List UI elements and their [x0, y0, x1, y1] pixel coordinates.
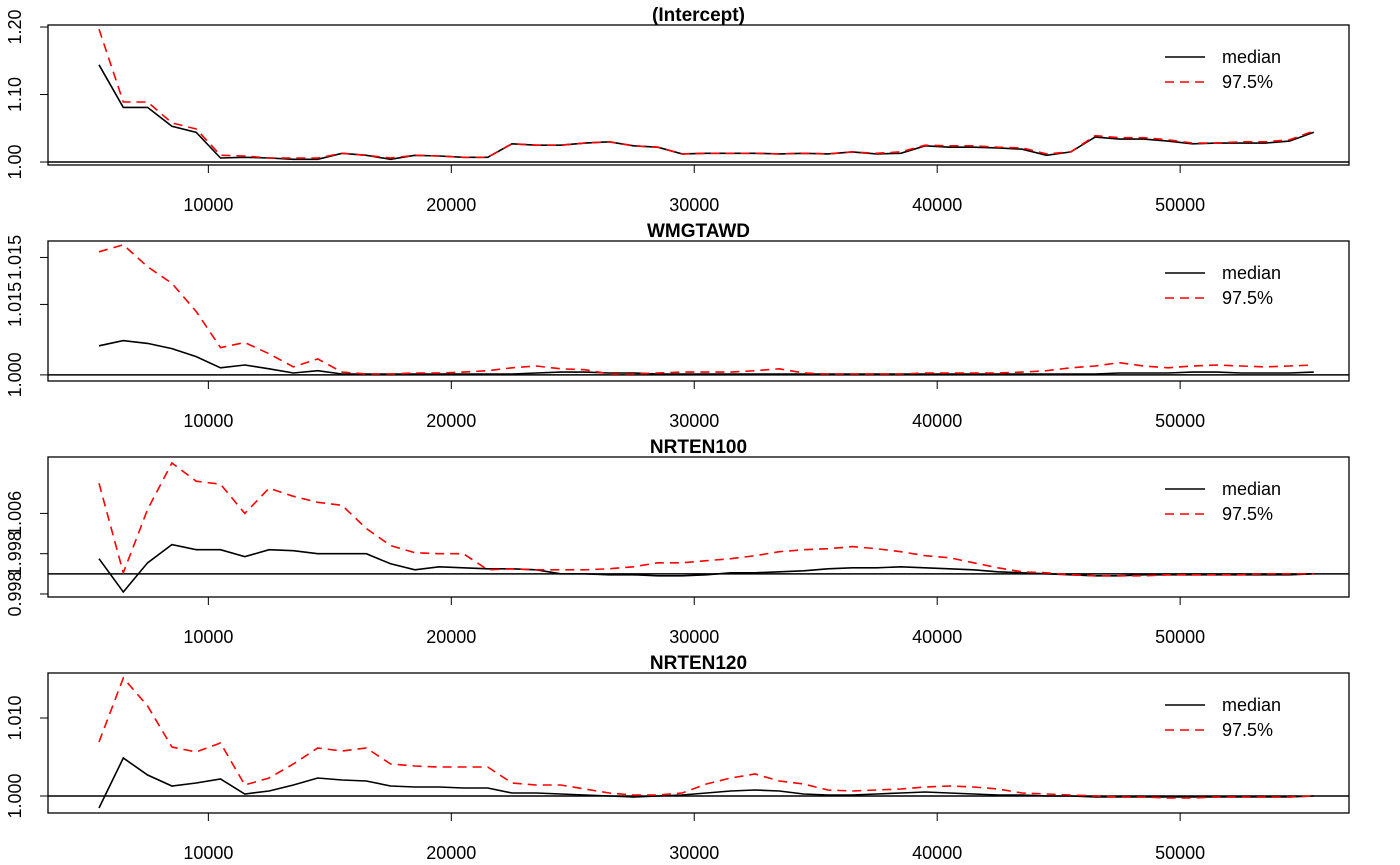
legend-label: median — [1222, 263, 1281, 283]
x-tick-label: 30000 — [669, 195, 719, 215]
legend-label: 97.5% — [1222, 720, 1273, 740]
x-tick-label: 40000 — [912, 627, 962, 647]
chart-title: NRTEN100 — [650, 437, 747, 458]
x-tick-label: 10000 — [183, 195, 233, 215]
plot-box — [47, 24, 1350, 166]
y-tick-label: 1.10 — [5, 77, 25, 112]
series-line — [98, 676, 1314, 799]
series-line — [98, 461, 1314, 577]
chart-title: WMGTAWD — [647, 221, 750, 242]
legend-label: median — [1222, 695, 1281, 715]
x-tick-label: 10000 — [183, 411, 233, 431]
x-tick-label: 20000 — [426, 411, 476, 431]
y-tick-label: 1.006 — [5, 491, 25, 536]
x-tick-label: 40000 — [912, 195, 962, 215]
y-tick-label: 1.998 — [5, 531, 25, 576]
x-tick-label: 30000 — [669, 627, 719, 647]
legend-label: 97.5% — [1222, 288, 1273, 308]
x-tick-label: 40000 — [912, 411, 962, 431]
y-tick-label: 1.010 — [5, 695, 25, 740]
x-tick-label: 40000 — [912, 843, 962, 863]
x-tick-label: 10000 — [183, 627, 233, 647]
x-tick-label: 20000 — [426, 627, 476, 647]
plot-box — [47, 456, 1350, 598]
y-tick-label: 1.015 — [5, 282, 25, 327]
legend-label: 97.5% — [1222, 504, 1273, 524]
series-line — [98, 28, 1315, 159]
series-line — [98, 339, 1314, 375]
x-tick-label: 20000 — [426, 843, 476, 863]
x-tick-label: 20000 — [426, 195, 476, 215]
plot-box — [47, 672, 1350, 814]
series-line — [98, 543, 1314, 594]
x-tick-label: 50000 — [1155, 411, 1205, 431]
legend-label: 97.5% — [1222, 72, 1273, 92]
x-tick-label: 30000 — [669, 843, 719, 863]
series-line — [98, 756, 1314, 809]
legend-label: median — [1222, 479, 1281, 499]
chart-title: (Intercept) — [652, 5, 745, 26]
plot-box — [47, 240, 1350, 382]
x-tick-label: 50000 — [1155, 843, 1205, 863]
y-tick-label: 1.000 — [5, 352, 25, 397]
x-tick-label: 50000 — [1155, 195, 1205, 215]
x-tick-label: 30000 — [669, 411, 719, 431]
y-tick-label: 0.998 — [5, 571, 25, 616]
y-tick-label: 1.000 — [5, 773, 25, 818]
y-tick-label: 1.015 — [5, 235, 25, 280]
x-tick-label: 50000 — [1155, 627, 1205, 647]
y-tick-label: 1.20 — [5, 10, 25, 45]
series-line — [98, 243, 1314, 375]
chart-title: NRTEN120 — [650, 653, 747, 674]
series-line — [98, 64, 1315, 161]
y-tick-label: 1.00 — [5, 145, 25, 180]
x-tick-label: 10000 — [183, 843, 233, 863]
legend-label: median — [1222, 47, 1281, 67]
